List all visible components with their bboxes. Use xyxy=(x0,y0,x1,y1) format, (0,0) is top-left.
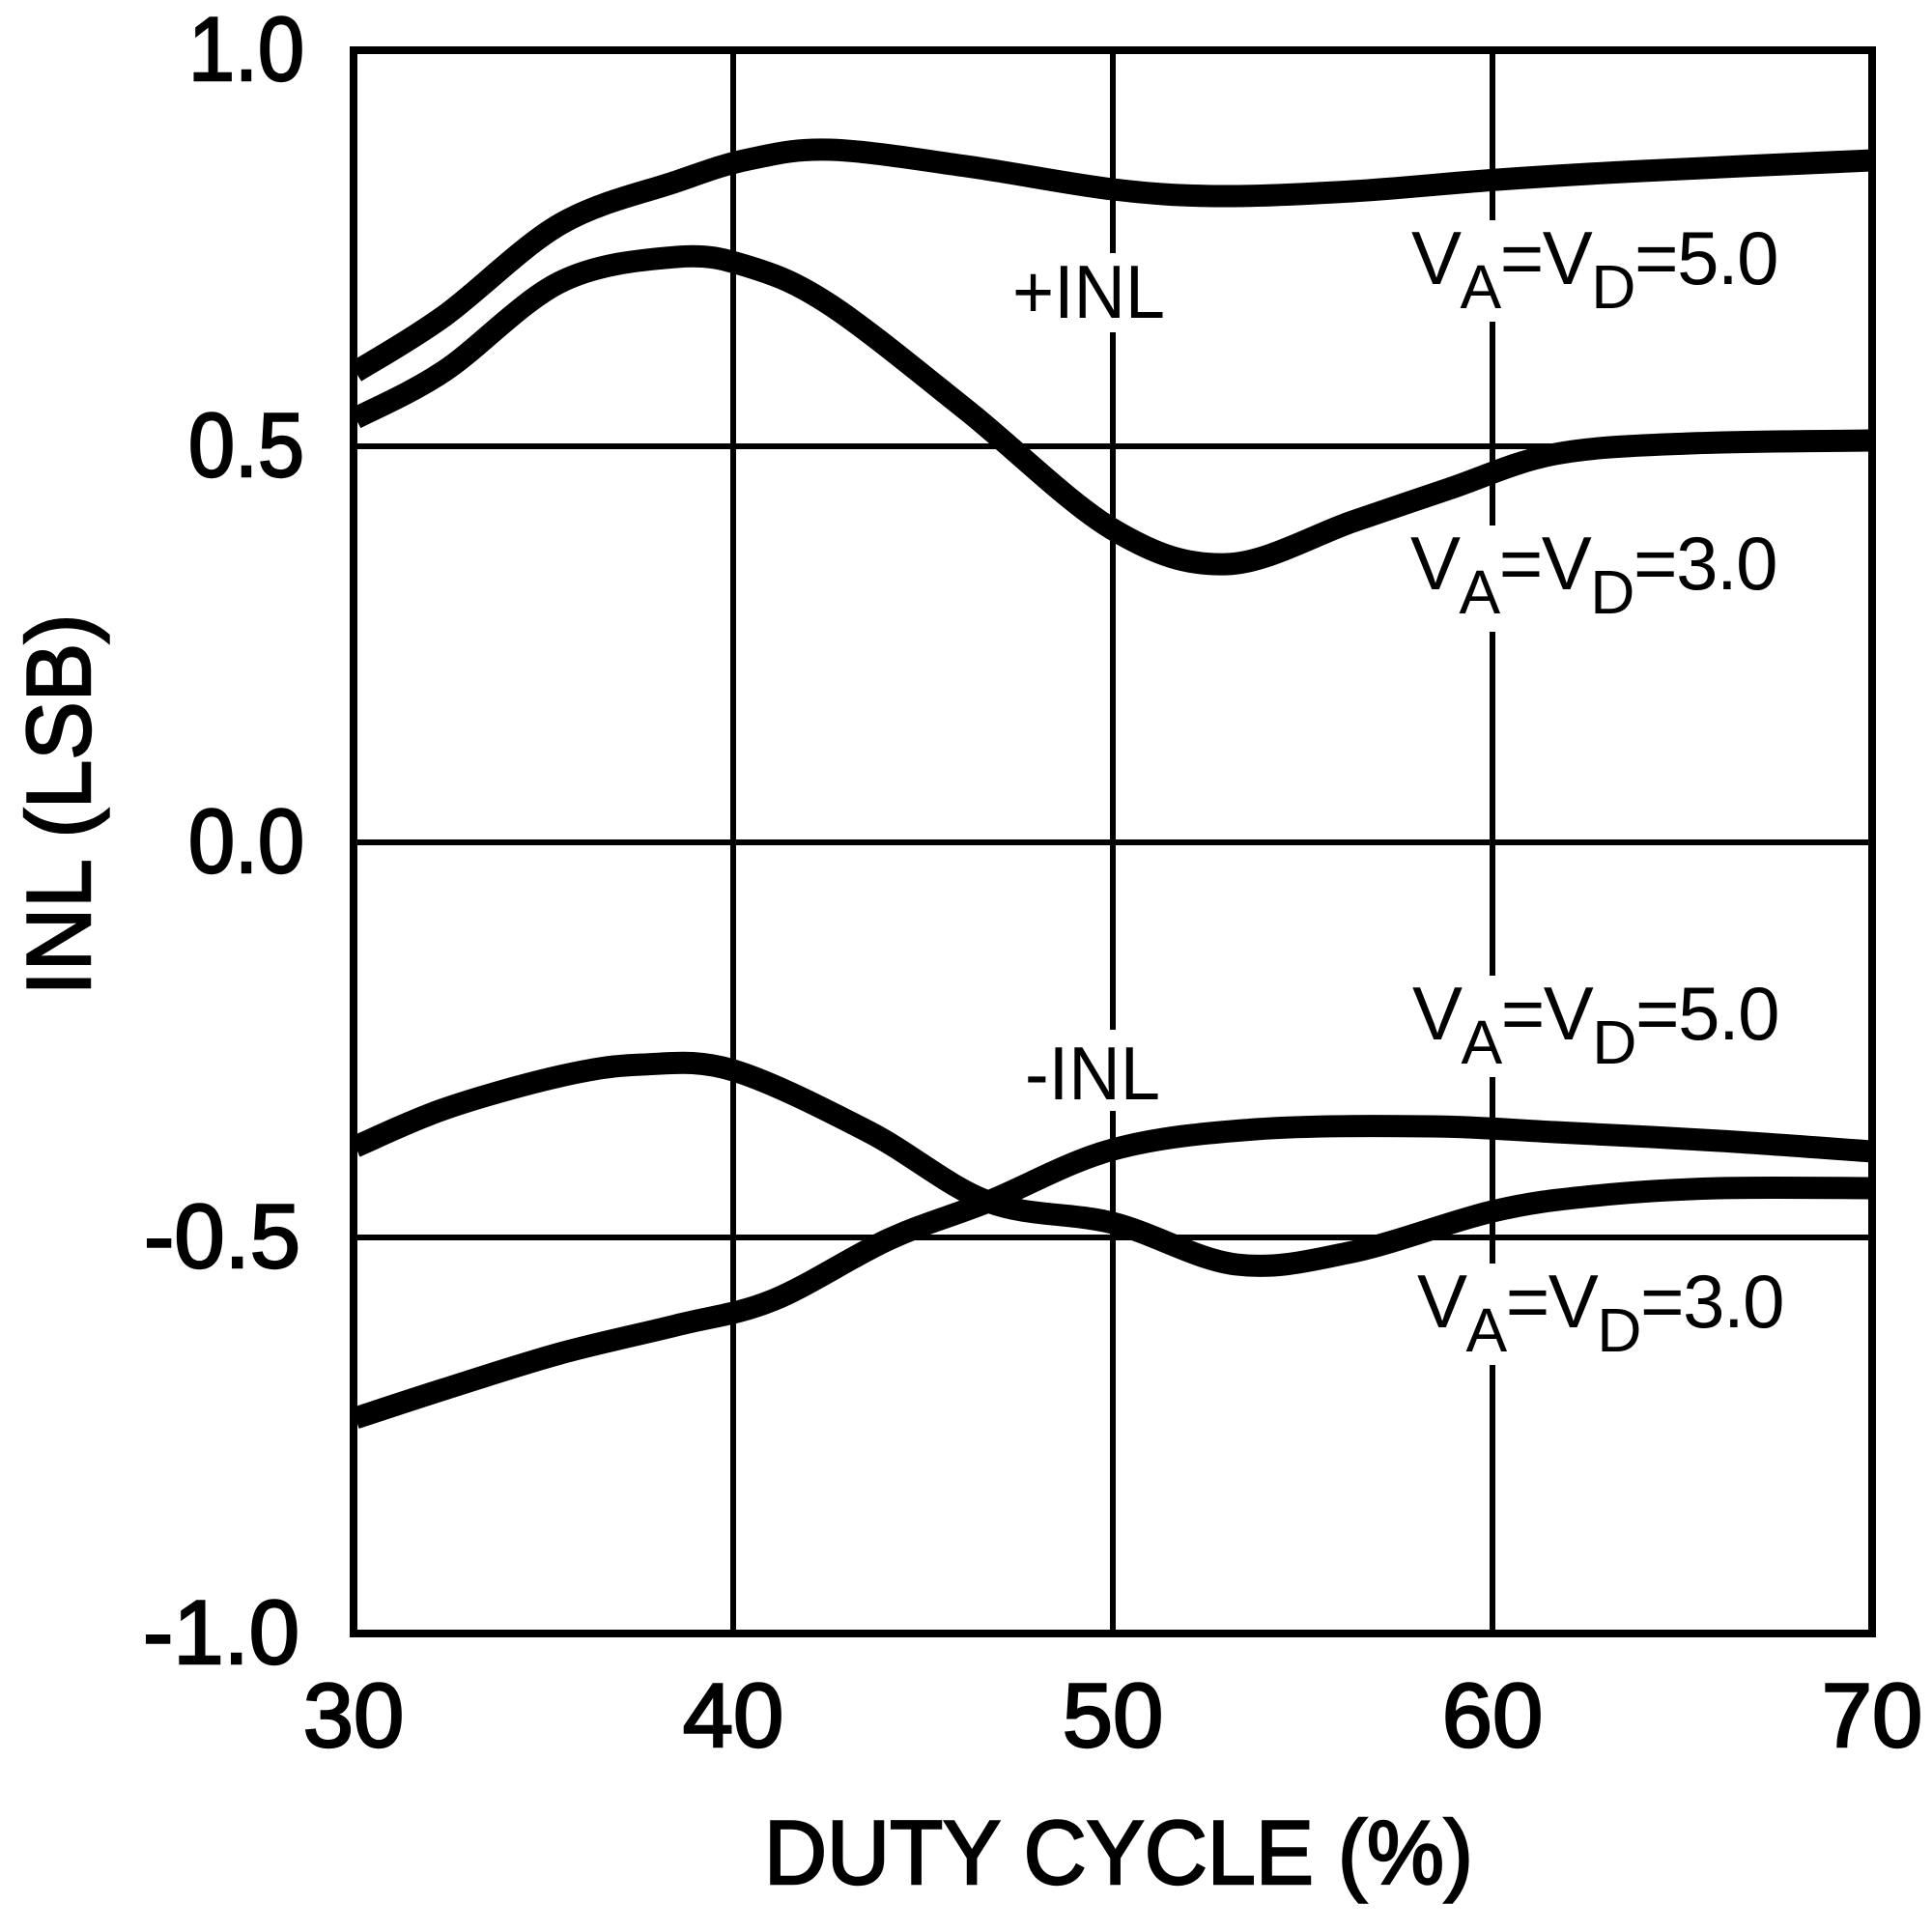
svg-text:+INL: +INL xyxy=(1012,249,1165,334)
svg-text:0.5: 0.5 xyxy=(188,394,304,496)
svg-text:60: 60 xyxy=(1442,1664,1544,1766)
svg-text:50: 50 xyxy=(1063,1664,1164,1766)
svg-text:-0.5: -0.5 xyxy=(144,1185,300,1287)
svg-text:-INL: -INL xyxy=(1025,1031,1160,1116)
svg-text:40: 40 xyxy=(683,1664,784,1766)
svg-text:0.0: 0.0 xyxy=(188,790,304,892)
svg-text:INL (LSB): INL (LSB) xyxy=(8,614,109,996)
svg-text:-1.0: -1.0 xyxy=(143,1581,299,1683)
svg-text:30: 30 xyxy=(303,1664,405,1766)
svg-text:1.0: 1.0 xyxy=(188,0,304,99)
svg-text:DUTY CYCLE (%): DUTY CYCLE (%) xyxy=(764,1802,1473,1903)
svg-text:70: 70 xyxy=(1822,1664,1923,1766)
